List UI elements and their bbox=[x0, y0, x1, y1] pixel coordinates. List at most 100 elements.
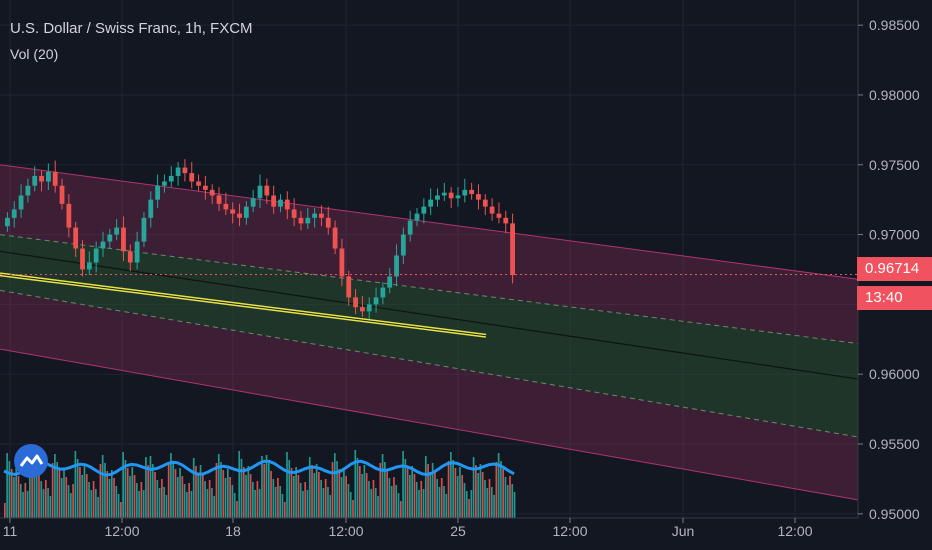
volume-bar bbox=[56, 462, 59, 518]
volume-bar bbox=[299, 483, 302, 518]
volume-bar bbox=[240, 459, 243, 518]
volume-bar bbox=[418, 490, 420, 518]
volume-bar bbox=[381, 454, 384, 518]
volume-bars bbox=[3, 450, 516, 518]
channel-top-line bbox=[0, 164, 859, 280]
volume-bar bbox=[352, 500, 354, 518]
volume-bar bbox=[399, 501, 402, 518]
volume-bar bbox=[54, 454, 56, 518]
candle-body bbox=[332, 227, 338, 249]
volume-bar bbox=[74, 451, 77, 518]
volume-bar bbox=[324, 479, 327, 518]
candle-body bbox=[353, 297, 358, 308]
volume-bar bbox=[213, 496, 216, 518]
volume-bar bbox=[431, 463, 434, 518]
candle-body bbox=[414, 213, 420, 221]
volume-bar bbox=[286, 452, 288, 518]
volume-bar bbox=[406, 467, 409, 518]
candle-body bbox=[360, 307, 365, 312]
volume-bar bbox=[108, 479, 111, 518]
candle-body bbox=[366, 304, 372, 312]
candle-body bbox=[162, 181, 167, 186]
candle-body bbox=[264, 185, 270, 196]
volume-bar bbox=[304, 482, 307, 518]
volume-bar bbox=[140, 482, 143, 518]
volume-bar bbox=[270, 471, 272, 518]
volume-bar bbox=[154, 472, 156, 518]
time-tick-label: 12:00 bbox=[328, 523, 363, 539]
volume-bar bbox=[31, 466, 33, 518]
candle-body bbox=[380, 287, 386, 298]
candle-body bbox=[202, 185, 208, 190]
volume-bar bbox=[92, 481, 95, 518]
candle-body bbox=[155, 185, 160, 200]
volume-bar bbox=[358, 466, 361, 518]
volume-bar bbox=[117, 494, 120, 518]
volume-bar bbox=[320, 480, 322, 518]
volume-bar bbox=[479, 464, 482, 518]
tradingview-logo[interactable] bbox=[14, 444, 48, 478]
channel-middle-band bbox=[0, 234, 858, 438]
bar-countdown-tag: 13:40 bbox=[857, 286, 932, 310]
volume-bar bbox=[188, 483, 190, 518]
volume-bar bbox=[26, 491, 29, 518]
volume-bar bbox=[395, 485, 398, 518]
volume-bar bbox=[44, 480, 47, 518]
volume-bar bbox=[222, 470, 225, 518]
volume-bar bbox=[308, 457, 311, 518]
volume-bar bbox=[170, 453, 172, 518]
volume-bar bbox=[236, 501, 238, 518]
volume-bar bbox=[495, 462, 498, 518]
volume-bar bbox=[511, 484, 514, 518]
candle-body bbox=[435, 195, 440, 200]
volume-bar bbox=[274, 487, 277, 518]
volume-bar bbox=[420, 481, 423, 518]
time-tick-label: 11 bbox=[3, 523, 18, 539]
volume-bar bbox=[133, 475, 136, 518]
volume-bar bbox=[113, 478, 115, 518]
volume-bar bbox=[63, 469, 65, 518]
time-axis[interactable]: 11 12:00 18 12:00 25 12:00 Jun 12:00 bbox=[0, 517, 858, 539]
channel-upper-band bbox=[0, 164, 858, 344]
regression-channel bbox=[0, 164, 859, 501]
candle-body bbox=[407, 220, 413, 235]
price-tick-label: 0.98500 bbox=[869, 17, 920, 33]
volume-bar bbox=[454, 468, 457, 518]
candle-body bbox=[93, 248, 99, 263]
volume-bar bbox=[322, 488, 325, 518]
candle-body bbox=[59, 185, 65, 204]
volume-bar bbox=[49, 496, 52, 518]
volume-bar bbox=[347, 484, 350, 518]
volume-bar bbox=[176, 477, 179, 518]
candle-body bbox=[278, 199, 283, 207]
volume-bar bbox=[129, 476, 131, 518]
volume-bar bbox=[397, 493, 400, 518]
volume-bar bbox=[201, 473, 204, 518]
candle-body bbox=[127, 251, 133, 263]
candle-body bbox=[168, 175, 174, 182]
volume-bar bbox=[10, 469, 13, 518]
candle-body bbox=[373, 297, 379, 305]
candle-body bbox=[496, 213, 502, 218]
candle-body bbox=[11, 209, 17, 218]
volume-bar bbox=[261, 456, 263, 518]
volume-bar bbox=[372, 480, 375, 518]
volume-bar bbox=[229, 477, 231, 518]
volume-bar bbox=[463, 483, 466, 518]
volume-bar bbox=[488, 479, 491, 518]
volume-bar bbox=[110, 470, 113, 518]
price-tick-label: 0.95000 bbox=[869, 506, 920, 522]
channel-lower-dashed bbox=[0, 289, 859, 438]
volume-bar bbox=[97, 497, 99, 518]
volume-bar bbox=[440, 478, 443, 518]
volume-bar bbox=[192, 458, 195, 518]
volume-bar bbox=[331, 462, 334, 518]
volume-indicator-label: Vol (20) bbox=[10, 46, 59, 62]
volume-bar bbox=[461, 475, 464, 518]
candle-body bbox=[73, 227, 79, 249]
price-tick-label: 0.98000 bbox=[869, 87, 920, 103]
volume-bar bbox=[101, 455, 104, 518]
volume-bar bbox=[302, 491, 304, 518]
volume-bar bbox=[88, 482, 90, 518]
